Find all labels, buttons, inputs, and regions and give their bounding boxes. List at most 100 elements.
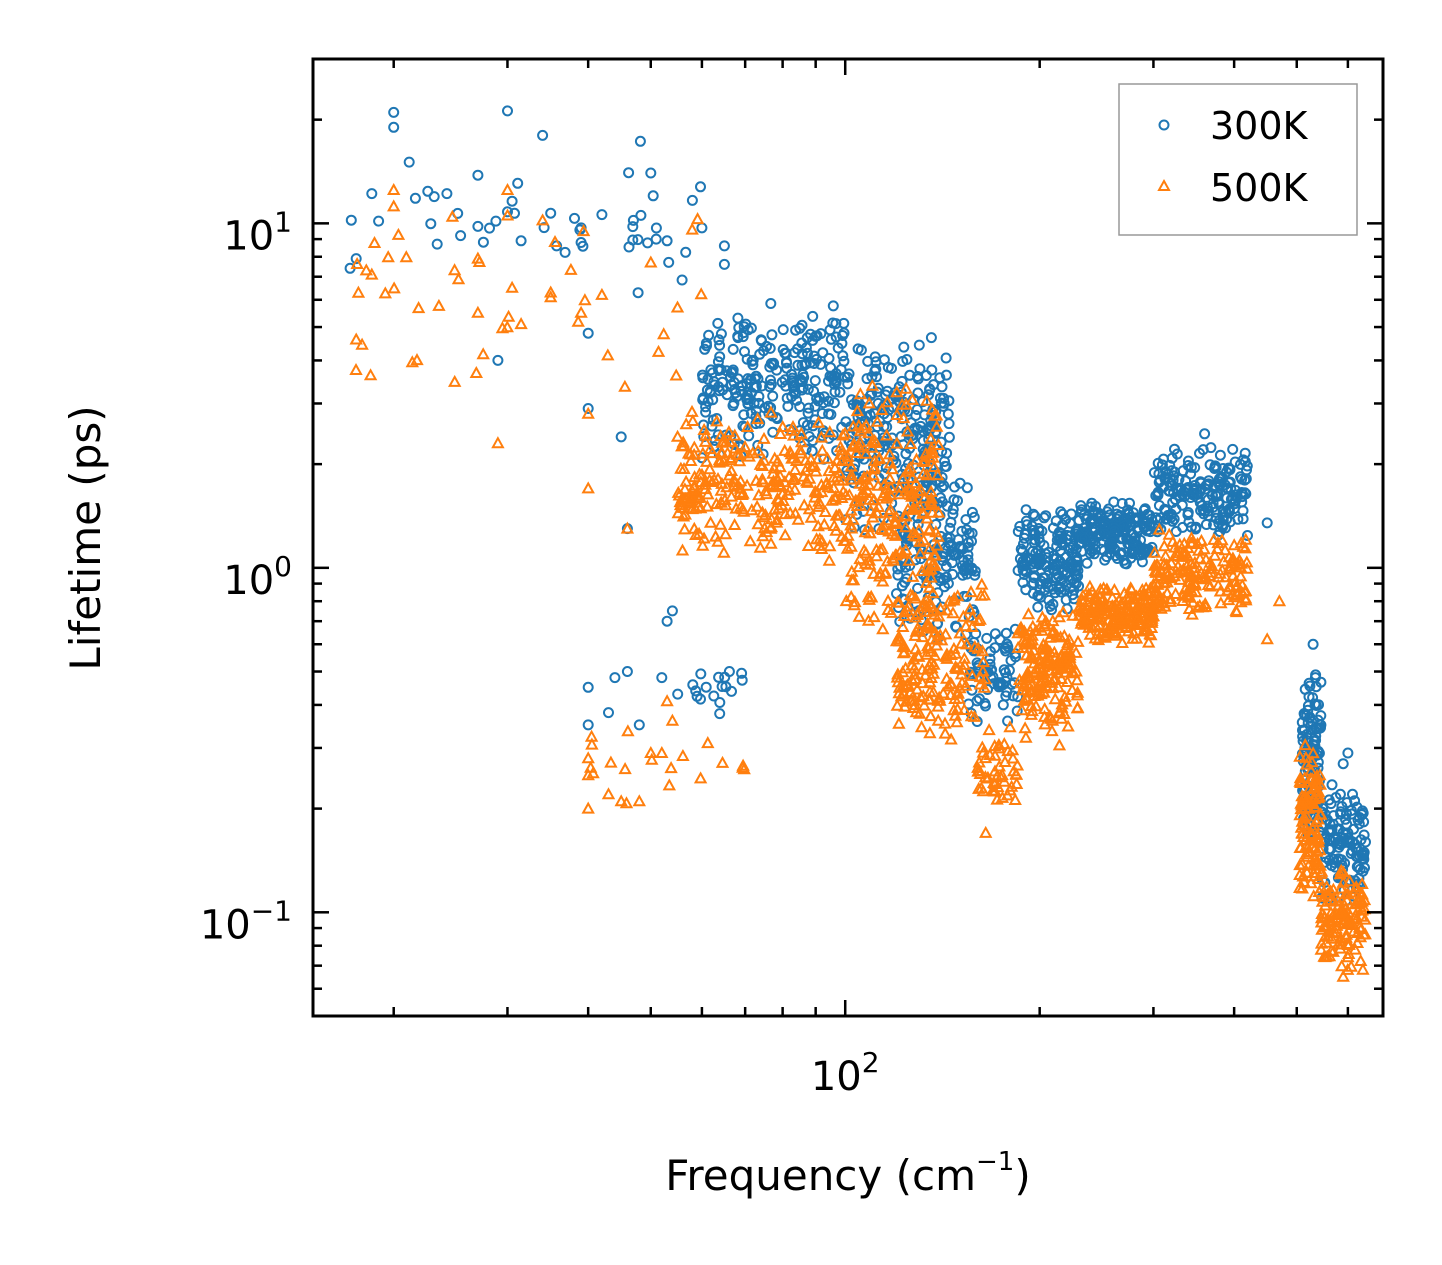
- data-point-500k: [883, 502, 898, 515]
- data-point-500k: [964, 585, 978, 598]
- data-point-300k: [1342, 747, 1354, 759]
- data-point-500k: [359, 263, 373, 276]
- data-point-300k: [1296, 716, 1308, 728]
- data-point-300k: [506, 195, 518, 207]
- data-point-300k: [1349, 838, 1361, 850]
- data-point-300k: [632, 287, 644, 299]
- data-point-300k: [940, 560, 952, 572]
- data-point-300k: [1346, 808, 1358, 820]
- data-point-500k: [922, 692, 936, 705]
- data-point-500k: [1085, 620, 1099, 633]
- data-point-300k: [515, 235, 527, 247]
- data-point-500k: [923, 726, 937, 739]
- data-point-500k: [866, 493, 881, 506]
- data-point-500k: [849, 493, 863, 506]
- data-point-300k: [910, 410, 922, 421]
- data-point-300k: [634, 135, 646, 147]
- data-point-300k: [1222, 462, 1234, 474]
- data-point-500k: [813, 497, 827, 510]
- data-point-500k: [865, 434, 879, 447]
- data-point-500k: [1294, 820, 1309, 833]
- data-point-300k: [1235, 471, 1246, 483]
- data-point-300k: [1127, 536, 1139, 548]
- legend-frame: [1118, 83, 1358, 236]
- data-point-500k: [1059, 694, 1073, 707]
- data-point-500k: [1340, 936, 1354, 949]
- data-point-500k: [914, 690, 928, 703]
- data-point-300k: [1187, 489, 1199, 501]
- data-point-300k: [962, 537, 974, 549]
- data-point-300k: [1086, 497, 1098, 509]
- data-point-300k: [1040, 510, 1052, 522]
- data-point-500k: [1348, 882, 1363, 895]
- data-point-500k: [932, 609, 946, 622]
- data-point-500k: [1325, 931, 1339, 944]
- data-point-500k: [1218, 543, 1232, 556]
- data-point-500k: [1026, 619, 1040, 632]
- data-point-500k: [710, 414, 724, 427]
- data-point-500k: [1215, 533, 1229, 546]
- data-point-500k: [1074, 616, 1088, 629]
- data-point-500k: [1296, 790, 1311, 803]
- data-point-500k: [889, 634, 904, 647]
- data-point-500k: [801, 538, 816, 551]
- data-point-300k: [477, 236, 489, 248]
- data-point-500k: [916, 454, 930, 467]
- data-point-500k: [885, 527, 900, 540]
- data-point-500k: [972, 781, 986, 794]
- data-point-500k: [751, 443, 765, 456]
- data-point-300k: [1357, 865, 1369, 877]
- data-point-500k: [618, 379, 632, 392]
- data-point-300k: [1118, 520, 1130, 532]
- data-point-300k: [752, 439, 764, 451]
- data-point-500k: [852, 609, 866, 622]
- data-point-500k: [896, 411, 911, 424]
- data-point-300k: [827, 300, 839, 312]
- data-point-500k: [767, 502, 782, 515]
- data-point-500k: [1170, 546, 1184, 559]
- data-point-500k: [1324, 905, 1338, 918]
- data-point-500k: [770, 454, 785, 467]
- data-point-300k: [753, 397, 765, 409]
- data-point-300k: [373, 215, 385, 227]
- data-point-500k: [890, 385, 904, 398]
- data-point-300k: [939, 456, 950, 467]
- data-point-500k: [1142, 635, 1156, 648]
- data-point-500k: [1307, 889, 1321, 902]
- data-point-300k: [1109, 525, 1120, 537]
- data-point-500k: [1033, 656, 1047, 669]
- data-point-300k: [837, 350, 849, 362]
- data-point-500k: [815, 485, 829, 498]
- data-point-500k: [681, 446, 696, 459]
- data-point-500k: [1298, 771, 1312, 784]
- data-point-300k: [1087, 508, 1099, 520]
- data-point-300k: [1360, 836, 1371, 848]
- data-point-500k: [678, 482, 692, 495]
- data-point-500k: [1149, 585, 1163, 598]
- data-point-500k: [670, 429, 685, 442]
- data-point-500k: [913, 624, 927, 637]
- series-layer: [344, 105, 1372, 982]
- data-point-300k: [941, 500, 953, 512]
- data-point-500k: [1053, 704, 1067, 717]
- data-point-500k: [689, 527, 703, 540]
- data-point-300k: [409, 192, 421, 204]
- data-point-500k: [930, 419, 944, 432]
- data-point-300k: [950, 620, 962, 632]
- data-point-500k: [719, 498, 733, 511]
- data-point-500k: [960, 637, 974, 650]
- data-point-500k: [1003, 783, 1017, 796]
- data-point-300k: [1229, 456, 1241, 468]
- data-point-500k: [581, 768, 595, 781]
- data-point-500k: [1112, 612, 1127, 625]
- data-point-300k: [952, 548, 964, 560]
- data-point-300k: [1310, 669, 1322, 681]
- data-point-500k: [905, 673, 920, 686]
- data-point-500k: [811, 415, 826, 428]
- data-point-300k: [1050, 552, 1062, 564]
- data-point-300k: [1000, 627, 1012, 639]
- data-point-500k: [851, 560, 866, 573]
- data-point-500k: [699, 428, 713, 441]
- data-point-500k: [794, 435, 809, 448]
- data-point-500k: [828, 460, 842, 473]
